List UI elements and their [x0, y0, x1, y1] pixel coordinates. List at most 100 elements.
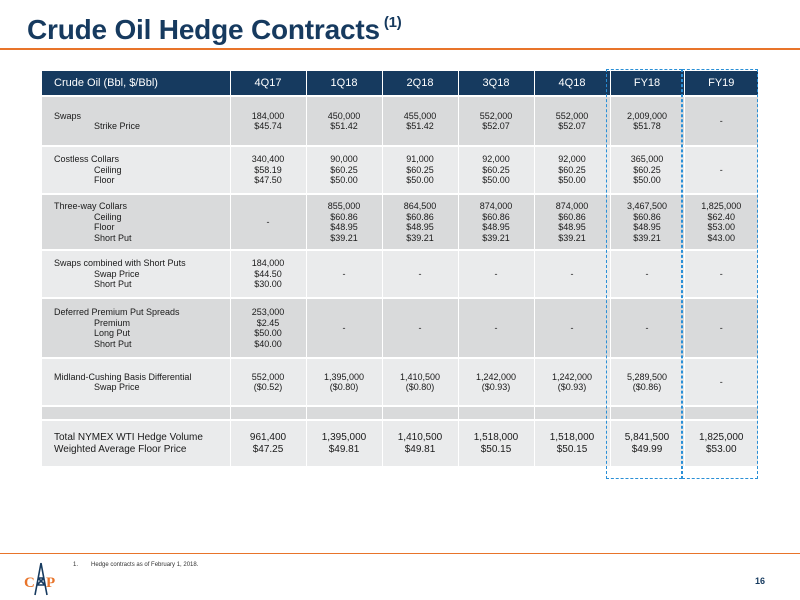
totals-value: 1,518,000	[473, 431, 519, 443]
value-cell: -	[306, 249, 383, 298]
spacer-cell	[684, 405, 758, 420]
svg-text:C: C	[24, 575, 35, 591]
cell-value: -	[719, 268, 723, 279]
value-cell: 5,289,500 ($0.86)	[610, 357, 685, 406]
value-cell: 1,242,000 ($0.93)	[458, 357, 535, 406]
value-cell: 874,000 $60.86 $48.95 $39.21	[534, 193, 611, 250]
totals-value-cell: 5,841,500 $49.99	[610, 419, 685, 466]
value-cell: -	[382, 297, 459, 358]
value-cell: 90,000 $60.25 $50.00	[306, 145, 383, 194]
row-label: Costless Collars	[54, 154, 120, 165]
value-cell: 91,000 $60.25 $50.00	[382, 145, 459, 194]
cell-value: -	[266, 216, 270, 227]
value-cell: -	[684, 297, 758, 358]
value-cell: 1,242,000 ($0.93)	[534, 357, 611, 406]
spacer-cell	[306, 405, 383, 420]
cell-value: 1,825,000	[701, 201, 742, 211]
cell-value: 92,000	[558, 154, 586, 165]
row-label-cell: Swaps combined with Short Puts Swap Price…	[42, 249, 231, 298]
totals-value: $53.00	[705, 443, 737, 455]
row-sublabel: Floor	[94, 175, 115, 186]
value-cell: 552,000 $52.07	[458, 95, 535, 146]
totals-value-cell: 1,410,500 $49.81	[382, 419, 459, 466]
totals-value: 1,825,000	[699, 431, 744, 443]
totals-value: $50.15	[480, 443, 512, 455]
totals-value-cell: 961,400 $47.25	[230, 419, 307, 466]
cell-value: ($0.93)	[557, 382, 587, 392]
row-label: Swaps combined with Short Puts	[54, 258, 186, 269]
cell-value: 874,000	[555, 201, 589, 211]
row-sublabel: Short Put	[94, 279, 132, 290]
cell-value: $51.42	[330, 121, 358, 131]
cell-value: $48.95	[633, 222, 661, 232]
value-cell: 1,825,000 $62.40 $53.00 $43.00	[684, 193, 758, 250]
cell-value: $58.19	[254, 164, 282, 175]
cell-value: $47.50	[254, 175, 282, 186]
totals-value-cell: 1,825,000 $53.00	[684, 419, 758, 466]
row-sublabel: Ceiling	[94, 211, 122, 222]
value-cell: 184,000 $45.74	[230, 95, 307, 146]
header-cell: FY18	[610, 71, 685, 96]
spacer-cell	[42, 405, 231, 420]
cell-value: 5,289,500	[626, 371, 668, 382]
cell-value: $60.25	[330, 164, 358, 175]
cell-value: $50.00	[558, 175, 586, 186]
cell-value: $48.95	[558, 222, 586, 232]
value-cell: -	[684, 357, 758, 406]
totals-value-cell: 1,518,000 $50.15	[534, 419, 611, 466]
cell-value: 365,000	[630, 154, 664, 165]
cell-value: $51.42	[406, 121, 434, 131]
header-cell: 4Q17	[230, 71, 307, 96]
value-cell: -	[458, 297, 535, 358]
cell-value: -	[418, 322, 422, 333]
cell-value: $44.50	[254, 268, 282, 279]
row-sublabel: Swap Price	[94, 382, 140, 392]
cell-value: ($0.80)	[405, 382, 435, 392]
value-cell: 184,000 $44.50 $30.00	[230, 249, 307, 298]
totals-label-cell: Total NYMEX WTI Hedge Volume Weighted Ave…	[42, 419, 231, 466]
table-row: Swaps combined with Short Puts Swap Price…	[42, 249, 758, 298]
cell-value: $60.25	[558, 164, 586, 175]
cell-value: 90,000	[330, 154, 358, 165]
value-cell: -	[306, 297, 383, 358]
title-rule	[0, 48, 800, 50]
cell-value: $43.00	[707, 232, 736, 243]
cell-value: $60.86	[633, 211, 661, 222]
cell-value: 455,000	[403, 110, 437, 121]
totals-value: 1,395,000	[321, 431, 367, 443]
value-cell: 2,009,000 $51.78	[610, 95, 685, 146]
header-cell: 4Q18	[534, 71, 611, 96]
cell-value: $60.25	[406, 164, 434, 175]
spacer-cell	[610, 405, 685, 420]
value-cell: -	[684, 95, 758, 146]
cell-value: $48.95	[482, 222, 510, 232]
cell-value: $51.78	[633, 121, 661, 131]
totals-value-cell: 1,518,000 $50.15	[458, 419, 535, 466]
value-cell: 92,000 $60.25 $50.00	[534, 145, 611, 194]
cell-value: $52.07	[482, 121, 510, 131]
cell-value: -	[342, 322, 346, 333]
row-label: Midland-Cushing Basis Differential	[54, 371, 192, 382]
cell-value: $50.00	[406, 175, 434, 186]
cell-value: 864,500	[403, 201, 437, 211]
cell-value: 184,000	[251, 258, 285, 269]
value-cell: 92,000 $60.25 $50.00	[458, 145, 535, 194]
cell-value: $50.00	[633, 175, 661, 186]
row-sublabel: Swap Price	[94, 268, 140, 279]
totals-value: 5,841,500	[624, 431, 670, 443]
page-title-text: Crude Oil Hedge Contracts	[27, 14, 380, 45]
page-number: 16	[755, 576, 766, 586]
value-cell: 253,000 $2.45 $50.00 $40.00	[230, 297, 307, 358]
value-cell: 1,395,000 ($0.80)	[306, 357, 383, 406]
row-sublabel: Premium	[94, 317, 131, 328]
spacer-cell	[458, 405, 535, 420]
cell-value: 2,009,000	[626, 110, 668, 121]
value-cell: 455,000 $51.42	[382, 95, 459, 146]
cell-value: $50.00	[254, 328, 282, 338]
cell-value: $60.25	[482, 164, 510, 175]
cell-value: -	[719, 115, 723, 126]
header-cell: 2Q18	[382, 71, 459, 96]
cell-value: $60.86	[330, 211, 358, 222]
totals-label: Total NYMEX WTI Hedge Volume	[54, 431, 203, 443]
cell-value: $48.95	[330, 222, 358, 232]
